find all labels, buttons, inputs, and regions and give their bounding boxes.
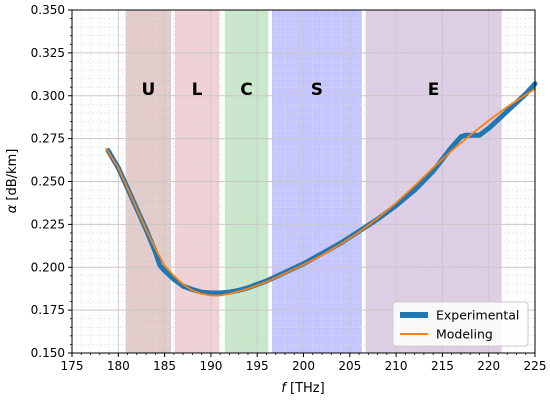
y-axis-label: α [dB/km] [5,149,20,214]
y-tick-label: 0.300 [31,89,65,103]
x-tick-label: 200 [292,359,315,373]
x-axis-label-unit: [THz] [286,381,325,396]
x-axis-label-symbol: f [281,381,288,396]
legend-label-experimental: Experimental [436,308,519,323]
ticks-layer: 175 180 185 190 195 200 205 210 215 220 225 0.150 0.… [31,3,547,373]
band-label-c: C [240,80,252,100]
y-axis-label-symbol: α [5,204,20,213]
x-tick-label: 185 [153,359,176,373]
x-axis-label: f [THz] [281,381,324,396]
y-axis-label-unit: [dB/km] [5,149,20,205]
x-tick-label: 205 [338,359,361,373]
x-tick-label: 210 [385,359,408,373]
band-label-e: E [428,80,440,100]
y-tick-label: 0.200 [31,260,65,274]
series-line-modeling [105,88,536,297]
y-tick-label: 0.350 [31,3,65,17]
x-tick-label: 190 [199,359,222,373]
y-tick-label: 0.250 [31,175,65,189]
x-tick-label: 180 [107,359,130,373]
series-layer [105,81,538,297]
y-tick-label: 0.325 [31,46,65,60]
y-tick-label: 0.175 [31,303,65,317]
legend-label-modeling: Modeling [436,327,493,342]
band-label-u: U [141,80,155,100]
x-tick-label: 195 [246,359,269,373]
band-label-s: S [311,80,323,100]
x-tick-label: 225 [524,359,547,373]
y-tick-label: 0.150 [31,346,65,360]
x-tick-label: 175 [61,359,84,373]
y-tick-label: 0.275 [31,132,65,146]
legend: Experimental Modeling [392,301,529,347]
grid-layer [71,9,536,354]
x-tick-label: 215 [431,359,454,373]
band-label-l: L [192,80,203,100]
x-tick-label: 220 [477,359,500,373]
y-tick-label: 0.225 [31,217,65,231]
